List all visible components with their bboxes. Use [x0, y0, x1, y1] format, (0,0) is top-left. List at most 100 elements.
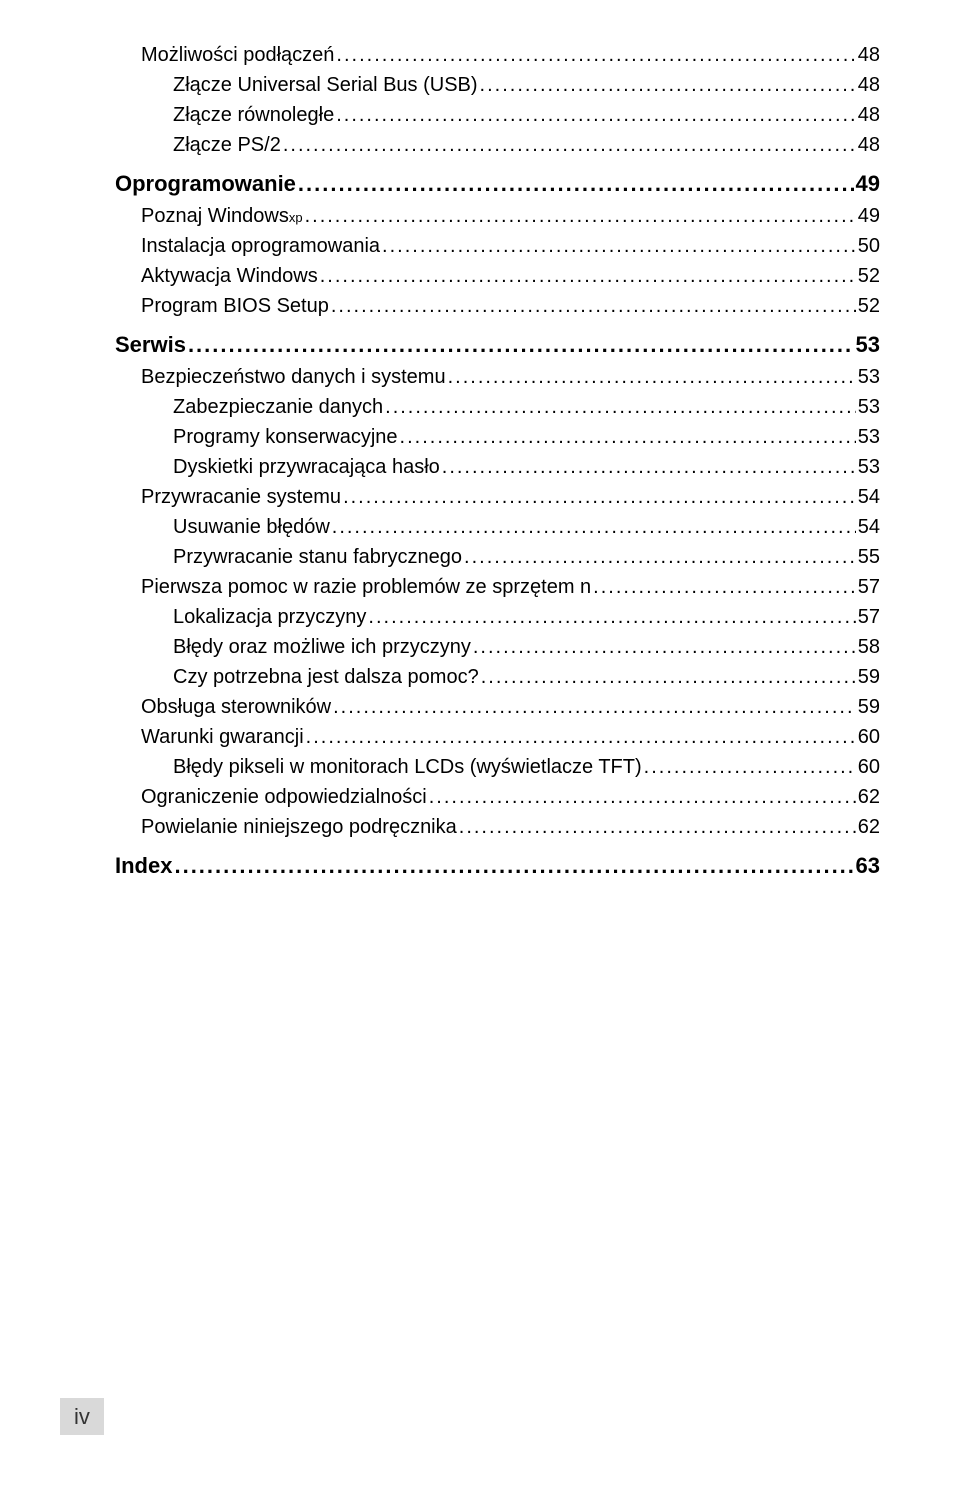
page-container: Możliwości podłączeń48Złącze Universal S… — [0, 0, 960, 1485]
toc-entry-page: 53 — [858, 452, 880, 482]
toc-entry-label: Lokalizacja przyczyny — [173, 602, 366, 632]
toc-entry-label: Aktywacja Windows — [141, 261, 318, 291]
toc-entry: Programy konserwacyjne 53 — [173, 422, 880, 452]
toc-entry-label: Program BIOS Setup — [141, 291, 329, 321]
toc-entry-page: 57 — [858, 602, 880, 632]
toc-entry-label: Złącze Universal Serial Bus (USB) — [173, 70, 478, 100]
toc-entry: Aktywacja Windows 52 — [141, 261, 880, 291]
toc-entry: Błędy oraz możliwe ich przyczyny 58 — [173, 632, 880, 662]
toc-entry-label: Złącze PS/2 — [173, 130, 281, 160]
toc-leader-dots — [305, 201, 856, 231]
toc-entry-page: 60 — [858, 752, 880, 782]
toc-leader-dots — [336, 100, 856, 130]
toc-leader-dots — [400, 422, 856, 452]
toc-entry-page: 49 — [856, 166, 880, 201]
toc-leader-dots — [188, 327, 854, 362]
toc-entry-label: Poznaj Windows — [141, 201, 289, 231]
toc-leader-dots — [331, 291, 856, 321]
toc-entry: Instalacja oprogramowania 50 — [141, 231, 880, 261]
toc-entry-page: 55 — [858, 542, 880, 572]
toc-entry: Serwis 53 — [115, 327, 880, 362]
toc-entry-page: 53 — [858, 422, 880, 452]
toc-entry-label: Warunki gwarancji — [141, 722, 304, 752]
toc-entry-page: 57 — [858, 572, 880, 602]
toc-entry: Oprogramowanie 49 — [115, 166, 880, 201]
toc-entry-page: 54 — [858, 482, 880, 512]
toc-entry-page: 60 — [858, 722, 880, 752]
toc-entry-page: 63 — [856, 848, 880, 883]
toc-entry-label: Oprogramowanie — [115, 166, 296, 201]
toc-entry-label: Serwis — [115, 327, 186, 362]
toc-entry: Błędy pikseli w monitorach LCDs (wyświet… — [173, 752, 880, 782]
toc-leader-dots — [306, 722, 856, 752]
toc-entry-label: Pierwsza pomoc w razie problemów ze sprz… — [141, 572, 591, 602]
toc-entry: Poznaj Windowsxp 49 — [141, 201, 880, 231]
toc-entry-label: Programy konserwacyjne — [173, 422, 398, 452]
toc-entry: Usuwanie błędów54 — [173, 512, 880, 542]
table-of-contents: Możliwości podłączeń48Złącze Universal S… — [115, 40, 880, 884]
toc-entry-page: 48 — [858, 70, 880, 100]
toc-entry-page: 48 — [858, 130, 880, 160]
toc-leader-dots — [336, 40, 855, 70]
page-number-box: iv — [60, 1398, 104, 1435]
toc-entry-page: 54 — [858, 512, 880, 542]
toc-leader-dots — [343, 482, 856, 512]
toc-entry: Przywracanie systemu 54 — [141, 482, 880, 512]
toc-entry-page: 53 — [856, 327, 880, 362]
toc-entry-label: Przywracanie systemu — [141, 482, 341, 512]
toc-entry-label: Czy potrzebna jest dalsza pomoc? — [173, 662, 479, 692]
toc-leader-dots — [382, 231, 856, 261]
toc-entry-page: 59 — [858, 692, 880, 722]
toc-entry-page: 50 — [858, 231, 880, 261]
toc-entry: Pierwsza pomoc w razie problemów ze sprz… — [141, 572, 880, 602]
toc-entry: Dyskietki przywracająca hasło 53 — [173, 452, 880, 482]
toc-entry-label: Złącze równoległe — [173, 100, 334, 130]
toc-entry-page: 62 — [858, 782, 880, 812]
toc-entry: Czy potrzebna jest dalsza pomoc?59 — [173, 662, 880, 692]
toc-entry-label: Dyskietki przywracająca hasło — [173, 452, 440, 482]
toc-leader-dots — [593, 572, 856, 602]
toc-entry: Złącze równoległe 48 — [173, 100, 880, 130]
toc-leader-dots — [298, 166, 854, 201]
toc-leader-dots — [644, 752, 856, 782]
toc-entry: Złącze Universal Serial Bus (USB) 48 — [173, 70, 880, 100]
toc-leader-dots — [332, 512, 856, 542]
toc-entry-label: Przywracanie stanu fabrycznego — [173, 542, 462, 572]
toc-leader-dots — [448, 362, 856, 392]
toc-leader-dots — [459, 812, 856, 842]
toc-entry: Bezpieczeństwo danych i systemu 53 — [141, 362, 880, 392]
toc-entry: Ograniczenie odpowiedzialności 62 — [141, 782, 880, 812]
toc-entry-page: 53 — [858, 362, 880, 392]
toc-leader-dots — [320, 261, 856, 291]
toc-entry: Obsługa sterowników 59 — [141, 692, 880, 722]
toc-leader-dots — [480, 70, 856, 100]
toc-leader-dots — [174, 848, 853, 883]
toc-entry-page: 62 — [858, 812, 880, 842]
toc-entry: Przywracanie stanu fabrycznego 55 — [173, 542, 880, 572]
toc-entry-label: Ograniczenie odpowiedzialności — [141, 782, 427, 812]
toc-leader-dots — [442, 452, 856, 482]
toc-entry-label: Powielanie niniejszego podręcznika — [141, 812, 457, 842]
toc-entry-page: 52 — [858, 261, 880, 291]
toc-entry: Powielanie niniejszego podręcznika 62 — [141, 812, 880, 842]
toc-entry-label: Obsługa sterowników — [141, 692, 331, 722]
toc-entry-label: Instalacja oprogramowania — [141, 231, 380, 261]
toc-leader-dots — [481, 662, 856, 692]
toc-entry: Warunki gwarancji 60 — [141, 722, 880, 752]
toc-leader-dots — [283, 130, 856, 160]
toc-entry-label: Możliwości podłączeń — [141, 40, 334, 70]
toc-entry: Możliwości podłączeń48 — [141, 40, 880, 70]
toc-entry-page: 52 — [858, 291, 880, 321]
toc-entry: Zabezpieczanie danych 53 — [173, 392, 880, 422]
toc-entry-page: 53 — [858, 392, 880, 422]
toc-entry-label: Błędy pikseli w monitorach LCDs (wyświet… — [173, 752, 642, 782]
toc-entry-page: 48 — [858, 100, 880, 130]
toc-entry-label: Błędy oraz możliwe ich przyczyny — [173, 632, 471, 662]
page-footer: iv — [60, 1404, 104, 1430]
toc-entry-label: Bezpieczeństwo danych i systemu — [141, 362, 446, 392]
toc-entry-label: Zabezpieczanie danych — [173, 392, 383, 422]
toc-entry-page: 49 — [858, 201, 880, 231]
toc-entry: Lokalizacja przyczyny 57 — [173, 602, 880, 632]
toc-entry-superscript: xp — [289, 208, 303, 228]
toc-entry-page: 58 — [858, 632, 880, 662]
